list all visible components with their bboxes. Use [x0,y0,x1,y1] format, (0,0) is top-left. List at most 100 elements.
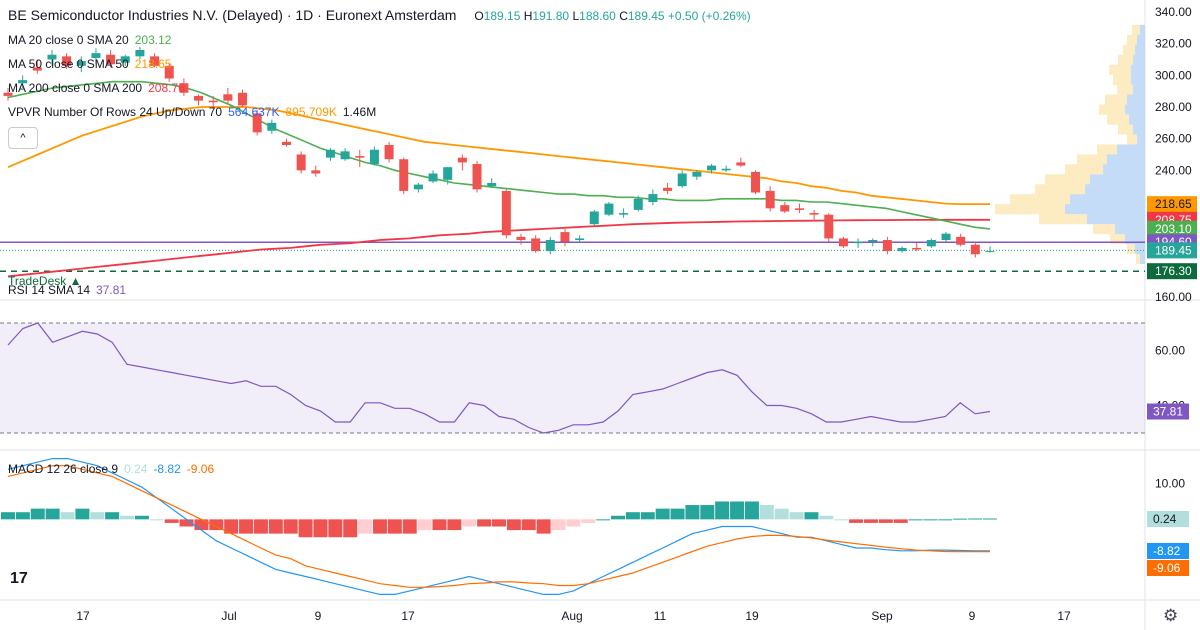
macd-badge [1147,511,1189,527]
price-badge-label: 218.65 [1155,197,1192,211]
candle-body [238,92,248,106]
candle-body [47,54,57,60]
macd-histogram-bar [744,501,759,520]
vpvr-down-bar [1093,224,1115,235]
macd-histogram-bar [15,512,30,520]
vpvr-down-bar [1010,194,1070,205]
candle-body [3,92,13,96]
vpvr-up-bar [1133,54,1145,65]
macd-legend[interactable]: MACD 12 26 close 9 0.24 -8.82 -9.06 [8,462,215,476]
macd-histogram-bar [893,519,908,523]
macd-histogram-bar [283,519,298,534]
rsi-line [7,322,991,434]
macd-histogram-bar [45,508,60,520]
macd-histogram-bar [120,515,135,520]
gear-icon[interactable]: ⚙ [1163,606,1179,625]
candle-body [794,208,804,210]
vpvr-down-bar [1110,234,1125,245]
macd-histogram-bar [60,512,75,520]
candle-body [281,141,291,145]
candle-body [120,56,130,63]
tradedesk-label[interactable]: TradeDesk ▲ [8,274,82,288]
macd-histogram-bar [983,518,997,520]
candle-body [560,232,570,242]
vpvr-up-bar [1107,154,1145,165]
vpvr-down-bar [1136,253,1140,265]
macd-histogram-bar [298,519,313,538]
price-tick-label: 240.00 [1155,163,1192,177]
candle-body [164,65,174,79]
macd-histogram-bar [105,512,120,520]
candle-body [941,233,951,240]
macd-histogram-bar [923,519,938,521]
vpvr-down-bar [1132,24,1140,36]
vpvr-down-bar [995,204,1065,215]
macd-histogram-bar [878,519,893,523]
macd-histogram-bar [506,519,521,531]
candle-body [604,203,614,215]
macd-histogram-bar [209,519,224,531]
vpvr-down-bar [1035,184,1085,195]
macd-histogram-bar [611,515,626,520]
vpvr-up-bar [1115,224,1145,235]
symbol-title[interactable]: BE Semiconductor Industries N.V. (Delaye… [8,7,457,23]
vpvr-up-bar [1125,234,1145,245]
collapse-legend-button[interactable]: ^ [8,127,38,149]
time-tick-label: 17 [1057,609,1071,623]
low-value: 188.60 [579,9,616,23]
rsi-legend[interactable]: RSI 14 SMA 14 37.81 [8,283,127,297]
price-badge [1147,242,1197,259]
time-tick-label: Aug [561,609,582,623]
price-badge [1147,263,1197,280]
vpvr-down-bar [1039,214,1087,225]
vpvr-down-bar [1118,54,1133,65]
time-tick-label: 19 [745,609,759,623]
candle-body [516,236,526,240]
vpvr-up-bar [1103,164,1145,175]
candle-body [179,83,189,93]
macd-histogram-bar [417,519,432,531]
candle-body [531,238,541,252]
candle-body [32,67,42,71]
macd-histogram-bar [1,512,15,520]
candle-body [325,149,335,158]
vpvr-down-bar [1099,104,1125,115]
macd-histogram-bar [521,519,536,531]
vpvr-down-bar [1127,134,1137,145]
candle-body [296,154,306,171]
tradingview-logo[interactable]: 17 [10,570,28,587]
price-tick-label: 260.00 [1155,132,1192,146]
high-value: 191.80 [532,9,570,23]
macd-histogram-bar [447,519,462,531]
ma200-legend[interactable]: MA 200 close 0 SMA 200 208.76 [8,81,185,95]
candle-body [252,113,262,133]
candle-body [384,145,394,160]
macd-histogram-bar [953,518,968,520]
candle-body [150,56,160,66]
price-badge-label: 176.30 [1155,264,1192,278]
candle-body [853,241,863,244]
macd-histogram-bar [730,501,745,520]
candle-body [194,95,204,101]
change-value: +0.50 (+0.26%) [667,9,751,23]
ma50-legend[interactable]: MA 50 close 0 SMA 50 218.65 [8,57,172,71]
vpvr-up-bar [1140,24,1145,36]
candle-body [399,159,409,191]
macd-badge-label: -9.06 [1153,561,1181,575]
macd-histogram-bar [343,519,358,538]
vpvr-down-bar [1109,64,1131,75]
macd-histogram-bar [313,519,328,538]
candle-body [663,187,673,191]
candle-body [809,213,819,215]
macd-histogram-bar [908,519,923,521]
vpvr-up-bar [1137,134,1145,145]
vpvr-up-bar [1133,84,1145,95]
macd-badge [1147,560,1189,576]
ma20-line [7,80,991,230]
vpvr-down-bar [1107,114,1129,125]
vpvr-legend[interactable]: VPVR Number Of Rows 24 Up/Down 70 564.637… [8,105,377,119]
time-tick-label: 9 [969,609,976,623]
ma20-legend[interactable]: MA 20 close 0 SMA 20 203.12 [8,33,172,47]
time-tick-label: 9 [315,609,322,623]
